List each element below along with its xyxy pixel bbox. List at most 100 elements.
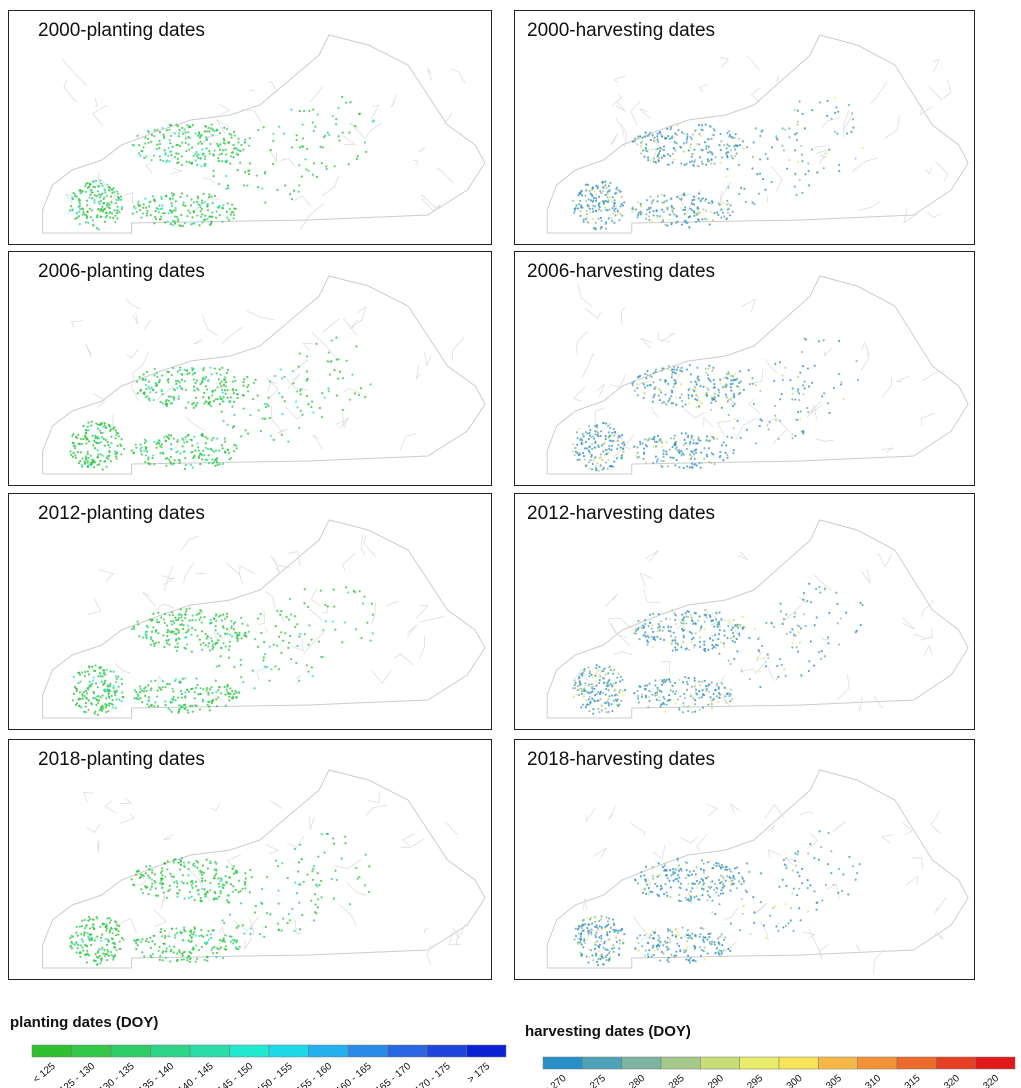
crop-pixel	[684, 219, 687, 222]
crop-pixel	[731, 698, 734, 701]
crop-pixel	[636, 394, 639, 397]
crop-pixel	[742, 880, 746, 883]
crop-pixel	[693, 463, 697, 466]
crop-pixel	[141, 212, 145, 215]
crop-pixel	[660, 221, 663, 224]
crop-pixel	[588, 692, 591, 695]
crop-pixel	[670, 204, 673, 207]
crop-pixel	[189, 957, 192, 960]
crop-pixel	[793, 615, 796, 618]
crop-pixel	[210, 220, 213, 223]
crop-pixel	[264, 201, 267, 204]
crop-pixel	[196, 866, 199, 869]
crop-pixel	[145, 440, 148, 443]
crop-pixel	[203, 893, 206, 896]
crop-pixel	[701, 680, 704, 683]
crop-pixel	[135, 938, 139, 941]
crop-pixel	[344, 586, 348, 589]
crop-pixel	[692, 646, 695, 649]
crop-pixel	[85, 925, 88, 928]
county-border	[582, 898, 587, 911]
crop-pixel	[703, 141, 707, 144]
crop-pixel	[596, 699, 599, 702]
crop-pixel	[687, 149, 690, 152]
crop-pixel	[590, 683, 593, 686]
crop-pixel	[610, 694, 614, 697]
crop-pixel	[278, 392, 281, 395]
crop-pixel	[594, 694, 597, 697]
crop-pixel	[172, 462, 175, 465]
crop-pixel	[608, 445, 611, 448]
crop-pixel	[683, 132, 686, 135]
county-border	[221, 326, 243, 344]
crop-pixel	[584, 705, 588, 709]
county-border	[226, 854, 241, 868]
county-border	[157, 675, 169, 692]
crop-pixel	[794, 634, 798, 637]
county-border	[902, 617, 916, 630]
crop-pixel	[652, 372, 655, 375]
crop-pixel	[103, 422, 106, 425]
crop-pixel	[120, 205, 124, 209]
crop-pixel	[229, 633, 232, 636]
crop-pixel	[158, 155, 161, 158]
crop-pixel	[176, 379, 180, 382]
crop-pixel	[598, 919, 601, 923]
crop-pixel	[716, 644, 719, 647]
crop-pixel	[290, 197, 294, 201]
crop-pixel	[717, 213, 720, 216]
crop-pixel	[113, 946, 117, 949]
crop-pixel	[277, 635, 281, 638]
crop-pixel	[594, 456, 597, 459]
crop-pixel	[199, 616, 202, 619]
crop-pixel	[194, 396, 197, 399]
crop-pixel	[192, 933, 195, 936]
crop-pixel	[606, 196, 609, 199]
crop-pixel	[108, 451, 111, 454]
crop-pixel	[199, 205, 202, 209]
crop-pixel	[580, 692, 584, 695]
crop-pixel	[687, 615, 690, 619]
crop-pixel	[597, 669, 600, 672]
crop-pixel	[228, 695, 231, 698]
crop-pixel	[583, 689, 586, 693]
crop-pixel	[809, 640, 812, 643]
crop-pixel	[717, 894, 720, 897]
county-border	[338, 904, 357, 926]
crop-pixel	[198, 224, 201, 227]
crop-pixel	[649, 373, 652, 377]
crop-pixel	[583, 939, 586, 943]
crop-pixel	[218, 214, 221, 217]
crop-pixel	[110, 435, 113, 438]
crop-pixel	[187, 861, 190, 864]
crop-pixel	[87, 440, 91, 443]
crop-pixel	[230, 136, 233, 139]
crop-pixel	[92, 690, 95, 693]
crop-pixel	[681, 627, 684, 631]
crop-pixel	[196, 683, 199, 687]
crop-pixel	[290, 657, 293, 661]
crop-pixel	[133, 697, 136, 700]
crop-pixel	[235, 941, 238, 944]
crop-pixel	[243, 378, 246, 381]
crop-pixel	[99, 200, 102, 203]
crop-pixel	[594, 936, 597, 939]
crop-pixel	[235, 152, 238, 155]
crop-pixel	[147, 131, 150, 134]
crop-pixel	[207, 454, 210, 457]
crop-pixel	[321, 146, 324, 149]
crop-pixel	[147, 874, 150, 877]
crop-pixel	[711, 639, 714, 642]
crop-pixel	[616, 931, 619, 934]
crop-pixel	[200, 621, 203, 624]
crop-pixel	[110, 954, 113, 957]
crop-pixel	[154, 217, 158, 221]
crop-pixel	[579, 438, 582, 441]
crop-pixel	[710, 435, 713, 438]
county-border	[393, 653, 414, 666]
crop-pixel	[729, 700, 732, 703]
crop-pixel	[664, 883, 667, 886]
crop-pixel	[669, 456, 672, 459]
crop-pixel	[182, 201, 185, 204]
crop-pixel	[217, 378, 221, 381]
